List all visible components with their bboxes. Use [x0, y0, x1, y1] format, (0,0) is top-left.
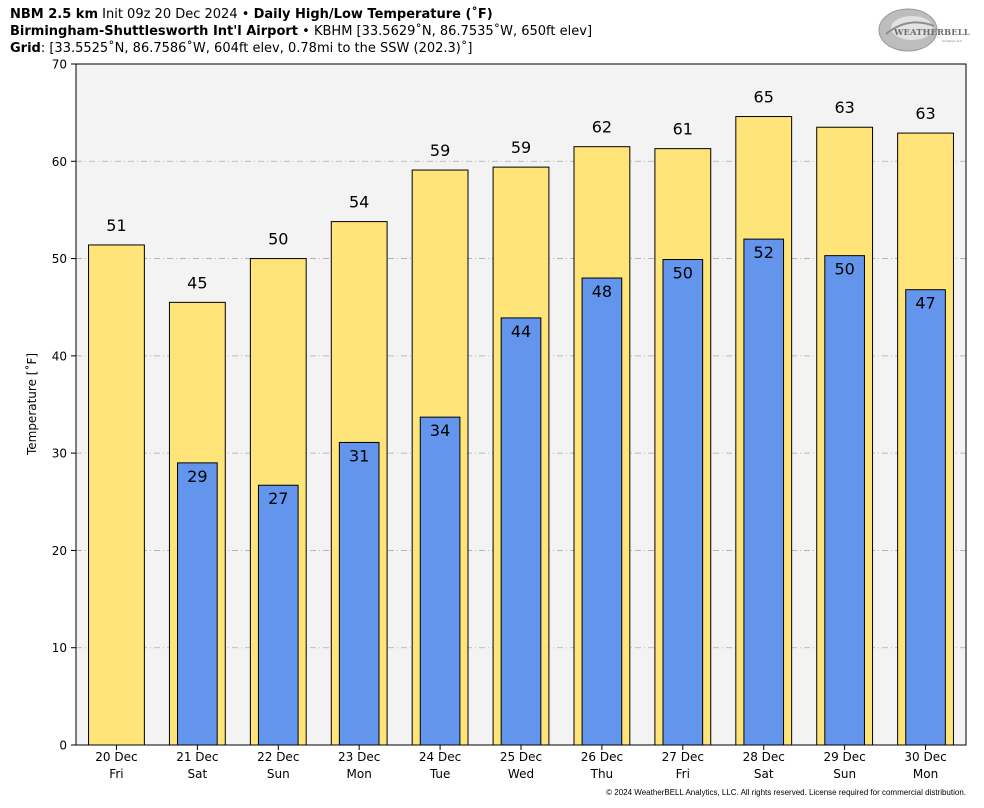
- low-temp-bar: [338, 441, 380, 746]
- low-temp-label: 50: [834, 260, 854, 279]
- x-tick-label-date: 22 Dec: [257, 750, 299, 764]
- low-temp-bar: [905, 289, 946, 746]
- station-name: Birmingham-Shuttlesworth Int'l Airport: [10, 24, 299, 39]
- low-temp-bar: [743, 238, 785, 746]
- high-temp-label: 54: [349, 193, 369, 212]
- y-tick-label: 70: [52, 58, 67, 72]
- low-temp-bar: [662, 259, 704, 746]
- high-temp-bar: [88, 244, 145, 746]
- separator: •: [241, 7, 250, 22]
- low-temp-label: 44: [511, 322, 531, 341]
- x-tick-label-day: Mon: [913, 767, 938, 781]
- low-temp-label: 29: [187, 467, 207, 486]
- value-labels: 51 45 29 50 27 54 31 59 34 59 44 62 48 61 50 65 52 63 50 63…: [106, 88, 935, 509]
- y-tick-label: 40: [52, 349, 67, 363]
- x-tick-label-date: 20 Dec: [95, 750, 137, 764]
- x-tick-label-day: Fri: [109, 767, 123, 781]
- x-tick-label-day: Sun: [833, 767, 856, 781]
- x-tick-label-date: 24 Dec: [419, 750, 461, 764]
- init-time: Init 09z 20 Dec 2024: [102, 7, 238, 22]
- separator: •: [302, 24, 310, 39]
- low-temp-label: 48: [592, 282, 612, 301]
- low-temp-bar: [581, 277, 623, 746]
- high-temp-label: 61: [673, 120, 693, 139]
- bars: [88, 116, 954, 746]
- logo-text: WEATHERBELL: [893, 28, 970, 38]
- high-temp-label: 59: [430, 141, 450, 160]
- x-tick-label-day: Fri: [676, 767, 690, 781]
- x-tick-label-date: 26 Dec: [581, 750, 623, 764]
- header-line-model: NBM 2.5 km Init 09z 20 Dec 2024 • Daily …: [10, 6, 493, 23]
- x-tick-label-date: 23 Dec: [338, 750, 380, 764]
- x-tick-label-day: Wed: [508, 767, 534, 781]
- y-tick-label: 50: [52, 252, 67, 266]
- weatherbell-logo: WEATHERBELL Analytics LLC: [878, 8, 970, 52]
- low-temp-label: 31: [349, 446, 369, 465]
- y-tick-label: 60: [52, 155, 67, 169]
- x-tick-label-date: 27 Dec: [662, 750, 704, 764]
- low-temp-label: 34: [430, 421, 450, 440]
- y-axis-label: Temperature [˚F]: [24, 353, 39, 456]
- high-temp-label: 50: [268, 230, 288, 249]
- low-temp-label: 52: [754, 243, 774, 262]
- y-tick-label: 0: [59, 739, 67, 753]
- grid-details: : [33.5525˚N, 86.7586˚W, 604ft elev, 0.7…: [40, 41, 473, 56]
- copyright-notice: © 2024 WeatherBELL Analytics, LLC. All r…: [606, 788, 966, 797]
- high-temp-label: 59: [511, 138, 531, 157]
- low-temp-label: 47: [915, 294, 935, 313]
- low-temp-bar: [500, 317, 542, 746]
- header-line-grid: Grid: [33.5525˚N, 86.7586˚W, 604ft elev,…: [10, 40, 472, 57]
- x-tick-label-date: 21 Dec: [176, 750, 218, 764]
- low-temp-bar: [177, 462, 218, 746]
- low-temp-bar: [257, 484, 299, 746]
- model-name: NBM 2.5 km: [10, 7, 98, 22]
- x-tick-label-date: 30 Dec: [904, 750, 946, 764]
- x-tick-label-date: 29 Dec: [823, 750, 865, 764]
- high-temp-label: 51: [106, 216, 126, 235]
- low-temp-label: 50: [673, 264, 693, 283]
- low-temp-bar: [824, 255, 865, 746]
- high-temp-label: 45: [187, 273, 207, 292]
- logo-subtext: Analytics LLC: [942, 39, 962, 43]
- high-temp-label: 65: [754, 88, 774, 107]
- low-temp-bar: [419, 416, 461, 746]
- x-tick-label-day: Thu: [590, 767, 614, 781]
- logo-swirl-arc: [885, 21, 935, 35]
- high-temp-label: 63: [915, 104, 935, 123]
- plot-frame: [75, 63, 967, 746]
- y-tick-label: 10: [52, 641, 67, 655]
- high-temp-label: 62: [592, 118, 612, 137]
- axes: 0 10 20 30 40 50 60 70 20 Dec Fri 21 Dec Sat 22 Dec S…: [52, 58, 967, 781]
- high-temp-label: 63: [834, 98, 854, 117]
- x-tick-label-day: Sat: [754, 767, 774, 781]
- x-tick-label-day: Sat: [188, 767, 208, 781]
- x-tick-label-day: Tue: [429, 767, 451, 781]
- product-title: Daily High/Low Temperature (˚F): [253, 7, 493, 22]
- header-line-station: Birmingham-Shuttlesworth Int'l Airport •…: [10, 23, 592, 40]
- low-temp-label: 27: [268, 489, 288, 508]
- x-tick-label-day: Mon: [347, 767, 372, 781]
- x-tick-label-date: 28 Dec: [743, 750, 785, 764]
- x-tick-label-day: Sun: [267, 767, 290, 781]
- station-details: KBHM [33.5629˚N, 86.7535˚W, 650ft elev]: [313, 24, 593, 39]
- x-tick-label-date: 25 Dec: [500, 750, 542, 764]
- y-tick-label: 20: [52, 544, 67, 558]
- grid-label: Grid: [10, 41, 41, 56]
- y-tick-label: 30: [52, 447, 67, 461]
